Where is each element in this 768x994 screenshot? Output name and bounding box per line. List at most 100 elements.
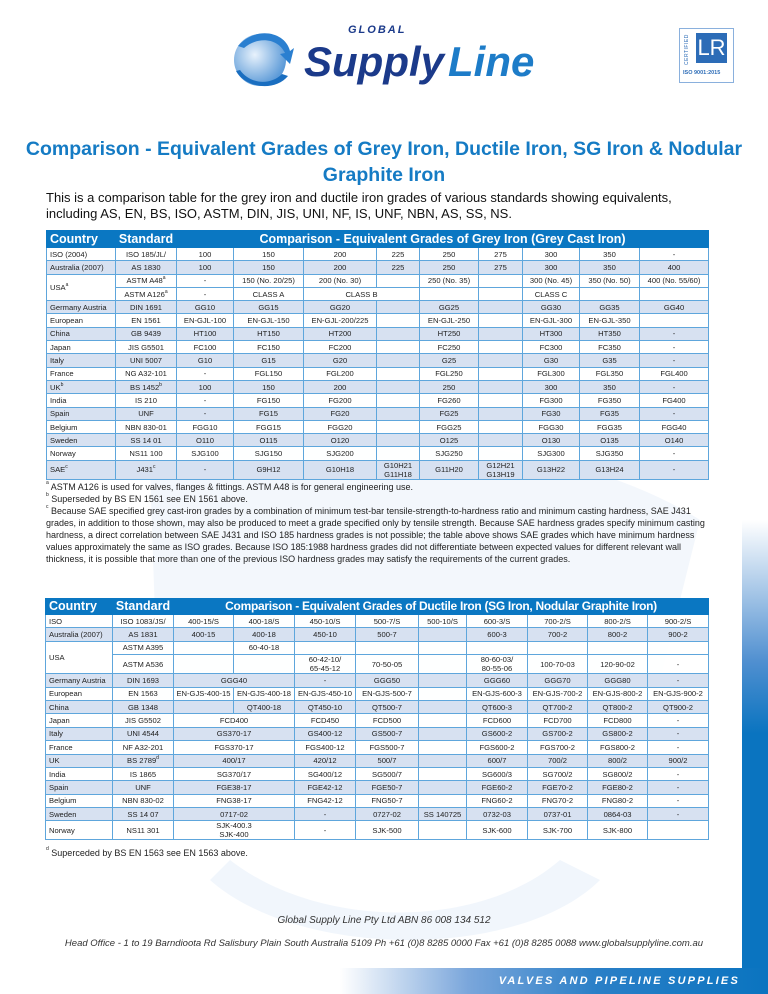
grade-cell: - bbox=[646, 807, 710, 822]
table-row: China GB 1348 QT400-18 QT450-10 QT500-7 QT600… bbox=[45, 699, 710, 715]
grade-cell: 300 bbox=[522, 379, 580, 395]
grade-cell: GS500-7 bbox=[355, 726, 419, 742]
grade-cell: FGL300 bbox=[522, 366, 580, 381]
grade-cell: SG500/7 bbox=[355, 766, 419, 782]
grade-cell bbox=[376, 273, 420, 288]
grade-cell bbox=[478, 446, 523, 461]
country-cell: Sweden bbox=[45, 807, 113, 822]
standard-cell: ISO 1083/JS/ bbox=[112, 613, 174, 629]
table-row: China GB 9439 HT100 HT150 HT200 HT250 HT300 HT3… bbox=[46, 326, 710, 342]
globe-icon bbox=[234, 33, 294, 87]
grade-cell: G10 bbox=[176, 353, 234, 368]
grade-cell: O130 bbox=[522, 433, 580, 448]
grade-cell: G20 bbox=[303, 353, 377, 368]
grade-cell: - bbox=[638, 446, 710, 461]
table-row: Spain UNF FGE38-17 FGE42-12 FGE50-7 FGE60-2 FG… bbox=[45, 780, 710, 795]
grade-cell: 500-7 bbox=[355, 627, 419, 642]
grade-cell: FC300 bbox=[522, 340, 580, 355]
standard-cell: SS 14 01 bbox=[115, 433, 177, 448]
grade-cell: FGG35 bbox=[579, 419, 640, 435]
grade-cell bbox=[478, 273, 523, 288]
grade-cell bbox=[376, 433, 420, 448]
country-cell: UK bbox=[45, 753, 113, 768]
grade-cell: 200 bbox=[303, 260, 377, 275]
grade-cell: GG35 bbox=[579, 300, 640, 315]
grade-cell: SJG250 bbox=[419, 446, 479, 461]
grade-cell: EN-GJS-800-2 bbox=[587, 686, 648, 701]
header-country: Country bbox=[45, 598, 113, 615]
grade-cell: EN-GJL-100 bbox=[176, 313, 234, 328]
grade-cell: G13H24 bbox=[579, 459, 640, 480]
grade-cell: - bbox=[638, 246, 710, 262]
country-cell: Sweden bbox=[46, 433, 116, 448]
grade-cell: 500/7 bbox=[355, 753, 419, 768]
table-row: France NF A32-201 FGS370-17 FGS400-12 FGS500… bbox=[45, 740, 710, 755]
grade-cell bbox=[376, 300, 420, 315]
grade-cell: FGL250 bbox=[419, 366, 479, 381]
grade-cell: GG40 bbox=[638, 300, 710, 315]
country-cell: India bbox=[46, 393, 116, 408]
country-cell: Japan bbox=[45, 713, 113, 728]
ductile-iron-table: Country Standard Comparison - Equivalent… bbox=[45, 598, 710, 841]
table-row: USAa ASTM A48a -150 (No. 20/25) 200 (No. 30… bbox=[46, 273, 710, 302]
standard-cell: NS11 301 bbox=[112, 820, 174, 841]
grade-cell: 450-10/S bbox=[294, 613, 356, 629]
grade-cell: FGS800-2 bbox=[587, 740, 648, 755]
grade-cell: HT350 bbox=[579, 326, 640, 342]
table-row: European EN 1561 EN-GJL-100 EN-GJL-150 EN-GJ… bbox=[46, 313, 710, 328]
grade-cell bbox=[638, 313, 710, 328]
grade-cell: 250 (No. 35) bbox=[419, 273, 479, 288]
grade-cell: FGL400 bbox=[638, 366, 710, 381]
grade-cell: 100-70-03 bbox=[527, 654, 588, 675]
standard-cell: UNI 4544 bbox=[112, 726, 174, 742]
grade-cell: EN-GJS-600-3 bbox=[466, 686, 528, 701]
grade-cell bbox=[376, 353, 420, 368]
tagline: VALVES AND PIPELINE SUPPLIES bbox=[498, 975, 740, 987]
grade-cell: SJG350 bbox=[579, 446, 640, 461]
grade-cell: - bbox=[646, 740, 710, 755]
grade-cell: 350 (No. 50) bbox=[579, 273, 640, 288]
standard-cell: JIS G5501 bbox=[115, 340, 177, 355]
grade-cell: GGG50 bbox=[355, 673, 419, 688]
grade-cell: SG600/3 bbox=[466, 766, 528, 782]
grade-cell: FGG10 bbox=[176, 419, 234, 435]
grade-cell: 350 bbox=[579, 379, 640, 395]
grade-cell: 275 bbox=[478, 246, 523, 262]
grade-cell: FGG25 bbox=[419, 419, 479, 435]
country-cell: Australia (2007) bbox=[46, 260, 116, 275]
grade-cell: - bbox=[646, 654, 710, 675]
grade-cell: 700/2 bbox=[527, 753, 588, 768]
country-cell: France bbox=[46, 366, 116, 381]
grade-cell bbox=[478, 326, 523, 342]
grade-cell: 600/7 bbox=[466, 753, 528, 768]
grade-cell: G10H21 G11H18 bbox=[376, 459, 420, 480]
standard-cell: J431c bbox=[115, 459, 177, 480]
grade-cell bbox=[478, 313, 523, 328]
grade-cell: HT150 bbox=[233, 326, 304, 342]
table-row: Germany Austria DIN 1693 GGG40- GGG50 GGG60 G… bbox=[45, 673, 710, 688]
grade-cell: G11H20 bbox=[419, 459, 479, 480]
grade-cell: 120-90-02 bbox=[587, 654, 648, 675]
grade-cell: FGS400-12 bbox=[294, 740, 356, 755]
grade-cell: 400/17 bbox=[173, 753, 295, 768]
standard-cell: BS 2789d bbox=[112, 753, 174, 768]
grade-cell: FNG60-2 bbox=[466, 793, 528, 809]
table-row: UKb BS 1452b 100 150 200 250 300 350- bbox=[46, 379, 710, 395]
grade-cell bbox=[376, 340, 420, 355]
grade-cell: 300 bbox=[522, 246, 580, 262]
grade-cell: QT400-18 bbox=[233, 699, 295, 715]
grade-cell: 900-2 bbox=[646, 627, 710, 642]
grade-cell: 300 bbox=[522, 260, 580, 275]
grade-cell: SJK-400.3 SJK-400 bbox=[173, 820, 295, 841]
grade-cell: FGG40 bbox=[638, 419, 710, 435]
grade-cell: FGS500-7 bbox=[355, 740, 419, 755]
grade-cell: 200 bbox=[303, 246, 377, 262]
grade-cell bbox=[418, 793, 467, 809]
grade-cell: FGL150 bbox=[233, 366, 304, 381]
grade-cell bbox=[418, 627, 467, 642]
grade-cell: FG350 bbox=[579, 393, 640, 408]
table-row: India IS 1865 SG370/17 SG400/12 SG500/7 SG600… bbox=[45, 766, 710, 782]
grade-cell: GGG70 bbox=[527, 673, 588, 688]
grade-cell: 250 bbox=[419, 260, 479, 275]
grade-cell: EN-GJS-400-18 bbox=[233, 686, 295, 701]
